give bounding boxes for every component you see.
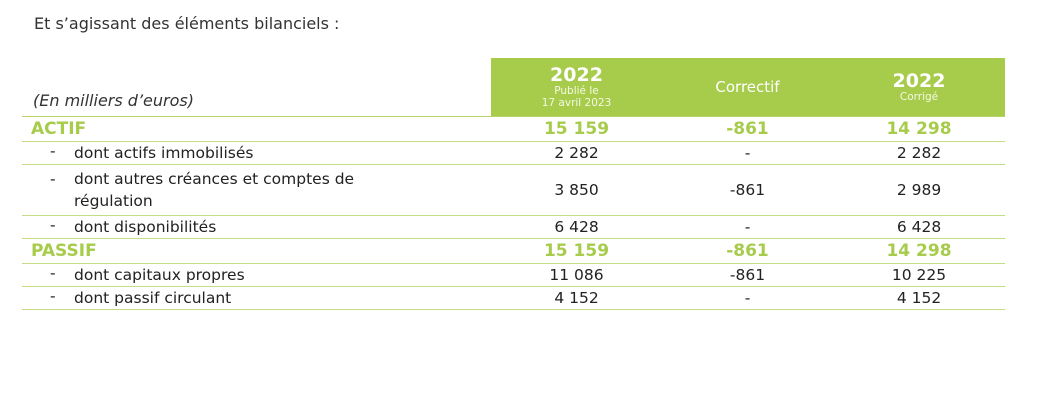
- value-corrected: 2 989: [896, 181, 942, 199]
- table-header: (En milliers d’euros) 2022 Publié le 17 …: [22, 58, 1005, 117]
- section-row-actif: ACTIF 15 159 -861 14 298: [22, 117, 1005, 142]
- bullet-dash: -: [50, 142, 56, 160]
- row-label: dont capitaux propres: [74, 266, 245, 284]
- section-row-passif: PASSIF 15 159 -861 14 298: [22, 239, 1005, 264]
- value-published: 3 850: [554, 181, 599, 199]
- header-year: 2022: [550, 64, 603, 86]
- value-published: 11 086: [549, 266, 604, 284]
- value-published: 2 282: [554, 144, 599, 162]
- header-correctif-label: Correctif: [715, 78, 780, 96]
- value-correctif: -861: [729, 266, 766, 284]
- row-label-line2: régulation: [74, 192, 153, 210]
- intro-text: Et s’agissant des éléments bilanciels :: [34, 14, 340, 33]
- value-published: 15 159: [543, 119, 610, 139]
- bullet-dash: -: [50, 170, 56, 188]
- row-label: dont autres créances et comptes de régul…: [74, 168, 354, 212]
- table-row: - dont capitaux propres 11 086 -861 10 2…: [22, 264, 1005, 287]
- value-corrected: 14 298: [886, 241, 952, 261]
- value-correctif: -: [744, 218, 751, 236]
- bullet-dash: -: [50, 216, 56, 234]
- unit-label: (En milliers d’euros): [33, 91, 194, 110]
- header-sub-line1: Publié le: [554, 85, 599, 97]
- value-corrected: 14 298: [886, 119, 952, 139]
- value-published: 15 159: [543, 241, 610, 261]
- table-row: - dont autres créances et comptes de rég…: [22, 165, 1005, 216]
- value-corrected: 6 428: [896, 218, 942, 236]
- row-label: dont actifs immobilisés: [74, 144, 254, 162]
- section-label: ACTIF: [31, 119, 87, 139]
- value-corrected: 4 152: [896, 289, 942, 307]
- value-correctif: -: [744, 289, 751, 307]
- bullet-dash: -: [50, 287, 56, 305]
- table-row: - dont passif circulant 4 152 - 4 152: [22, 287, 1005, 310]
- value-corrected: 10 225: [891, 266, 947, 284]
- bullet-dash: -: [50, 264, 56, 282]
- value-published: 4 152: [554, 289, 599, 307]
- header-2022-published: 2022 Publié le 17 avril 2023: [491, 58, 662, 116]
- section-label: PASSIF: [31, 241, 97, 261]
- table-row: - dont actifs immobilisés 2 282 - 2 282: [22, 142, 1005, 165]
- row-label: dont disponibilités: [74, 218, 217, 236]
- value-corrected: 2 282: [896, 144, 942, 162]
- value-correctif: -: [744, 144, 751, 162]
- table-row: - dont disponibilités 6 428 - 6 428: [22, 216, 1005, 239]
- header-2022-corrected: 2022 Corrigé: [833, 58, 1005, 116]
- header-sub-line2: 17 avril 2023: [541, 97, 612, 109]
- value-correctif: -861: [726, 241, 769, 261]
- value-correctif: -861: [729, 181, 766, 199]
- balance-sheet-table: (En milliers d’euros) 2022 Publié le 17 …: [22, 58, 1005, 310]
- row-label-line1: dont autres créances et comptes de: [74, 170, 355, 188]
- header-sub: Corrigé: [899, 91, 939, 103]
- header-year: 2022: [892, 70, 946, 92]
- value-published: 6 428: [554, 218, 599, 236]
- value-correctif: -861: [726, 119, 769, 139]
- row-label: dont passif circulant: [74, 289, 232, 307]
- header-correctif: Correctif: [662, 58, 833, 116]
